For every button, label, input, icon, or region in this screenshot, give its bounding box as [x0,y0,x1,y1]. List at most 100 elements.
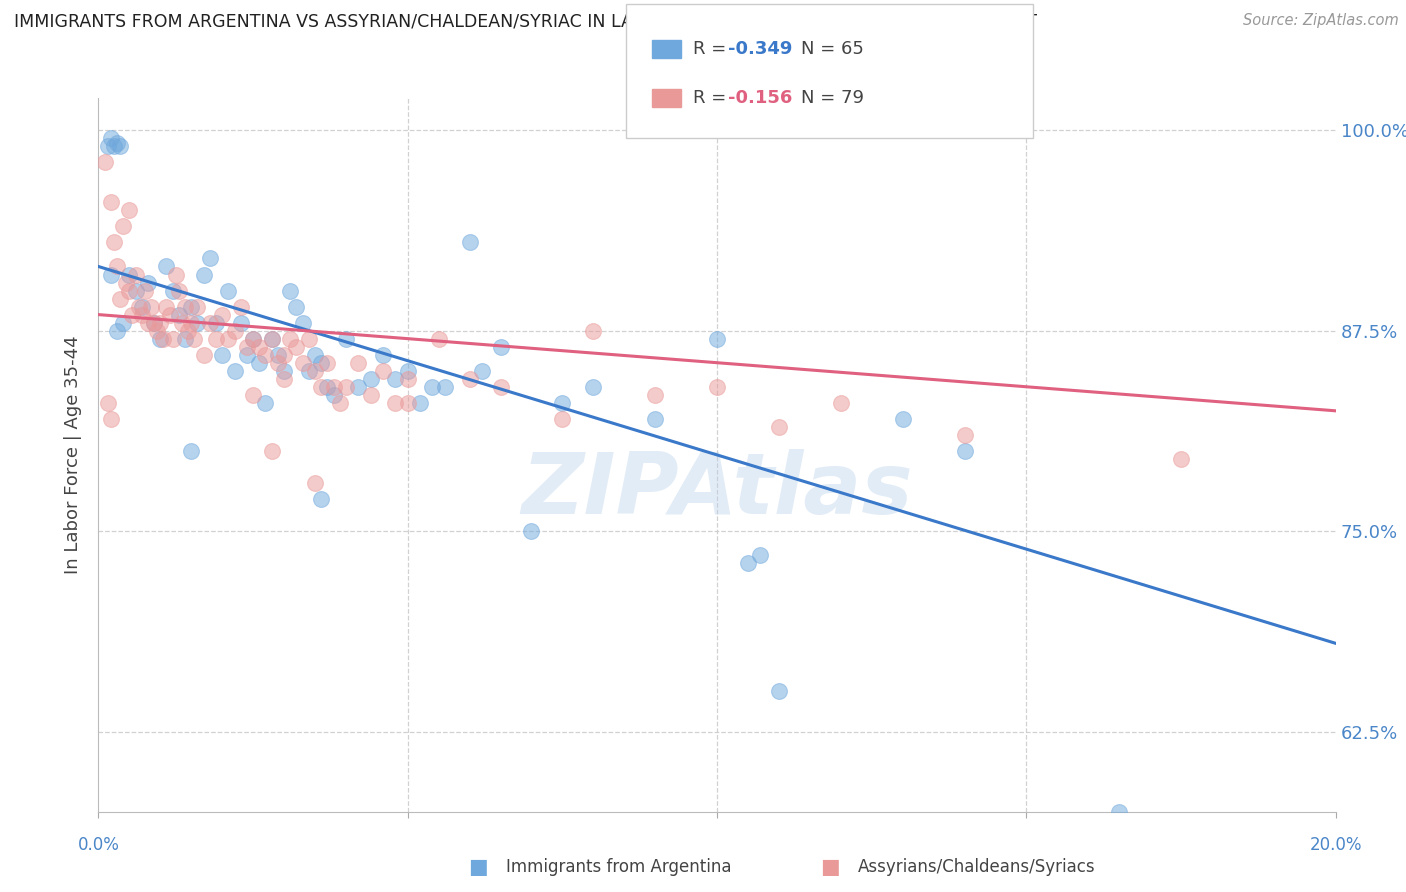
Text: ■: ■ [468,857,488,877]
Point [211,348,233,362]
Text: -0.156: -0.156 [728,89,793,107]
Point [1170,451,1192,466]
Point [644,412,666,426]
Point [309,380,332,394]
Point [121,308,143,322]
Point [285,340,308,354]
Text: ■: ■ [820,857,839,877]
Point [105,260,128,274]
Point [471,364,494,378]
Point [335,332,357,346]
Point [108,292,131,306]
Point [103,139,125,153]
Point [167,308,190,322]
Point [298,364,321,378]
Point [236,348,259,362]
Text: Assyrians/Chaldeans/Syriacs: Assyrians/Chaldeans/Syriacs [858,858,1095,876]
Point [242,332,264,346]
Point [458,235,481,250]
Point [347,356,370,370]
Point [891,412,914,426]
Point [211,308,233,322]
Point [582,324,605,338]
Point [322,380,344,394]
Y-axis label: In Labor Force | Age 35-44: In Labor Force | Age 35-44 [65,335,83,574]
Point [551,396,574,410]
Point [422,380,444,394]
Point [112,219,135,234]
Point [582,380,605,394]
Point [260,332,283,346]
Point [396,364,419,378]
Point [180,300,202,314]
Point [217,332,239,346]
Point [278,284,301,298]
Point [322,388,344,402]
Point [768,420,790,434]
Point [304,475,326,490]
Text: R =: R = [693,89,733,107]
Point [124,268,146,282]
Point [316,380,339,394]
Point [100,195,122,210]
Point [143,316,166,330]
Point [112,316,135,330]
Point [384,396,406,410]
Text: 20.0%: 20.0% [1309,836,1362,854]
Point [278,332,301,346]
Point [136,316,159,330]
Point [149,332,172,346]
Point [360,388,382,402]
Point [830,396,852,410]
Point [103,235,125,250]
Text: Immigrants from Argentina: Immigrants from Argentina [506,858,731,876]
Point [309,491,332,506]
Point [304,348,326,362]
Point [953,444,976,458]
Point [217,284,239,298]
Point [242,388,264,402]
Point [254,396,277,410]
Point [162,332,184,346]
Point [105,324,128,338]
Point [1108,805,1130,819]
Point [115,276,138,290]
Point [193,268,215,282]
Point [174,332,197,346]
Point [183,332,205,346]
Point [128,300,150,314]
Point [155,260,177,274]
Point [644,388,666,402]
Point [409,396,432,410]
Point [186,316,208,330]
Text: ZIPAtlas: ZIPAtlas [522,449,912,533]
Point [396,372,419,386]
Point [165,268,187,282]
Text: -0.349: -0.349 [728,40,793,58]
Point [159,308,181,322]
Text: N = 79: N = 79 [801,89,865,107]
Point [205,332,228,346]
Point [247,340,270,354]
Point [139,300,162,314]
Point [458,372,481,386]
Point [155,300,177,314]
Point [118,268,141,282]
Text: R =: R = [693,40,733,58]
Point [100,412,122,426]
Point [273,364,295,378]
Point [131,308,153,322]
Text: 0.0%: 0.0% [77,836,120,854]
Point [371,348,394,362]
Point [749,548,772,562]
Point [229,300,252,314]
Point [224,324,246,338]
Point [551,412,574,426]
Point [242,332,264,346]
Point [177,324,200,338]
Point [105,136,128,150]
Point [291,356,314,370]
Point [143,316,166,330]
Point [304,364,326,378]
Point [198,316,221,330]
